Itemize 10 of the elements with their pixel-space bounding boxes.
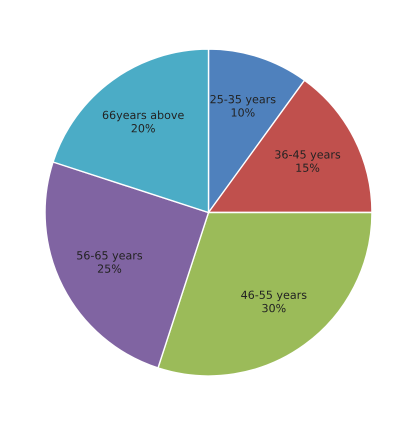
data-label: 20% [132, 124, 155, 132]
slice-label: 36-45 years [275, 150, 340, 161]
slice-label: 25-35 years [210, 94, 276, 106]
slice-label: 56-65 years [77, 251, 142, 262]
data-label: 10% [232, 108, 255, 117]
data-label: 30% [262, 304, 286, 312]
data-label: 15% [296, 164, 320, 172]
data-label: 25% [98, 264, 122, 273]
slice-label: 46-55 years [241, 290, 306, 302]
slice-label: 66years above [102, 110, 184, 122]
